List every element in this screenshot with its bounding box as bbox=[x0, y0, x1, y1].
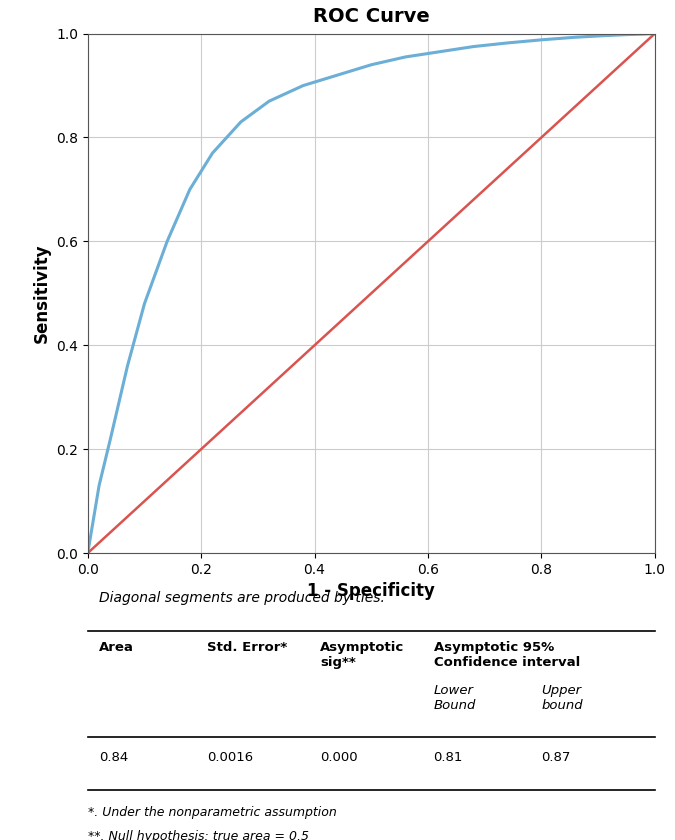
Text: Lower
Bound: Lower Bound bbox=[433, 684, 476, 712]
Text: 0.81: 0.81 bbox=[433, 751, 463, 764]
Title: ROC Curve: ROC Curve bbox=[313, 8, 429, 27]
Text: Std. Error*: Std. Error* bbox=[207, 641, 287, 654]
Text: 0.84: 0.84 bbox=[99, 751, 128, 764]
Text: **. Null hypothesis: true area = 0.5: **. Null hypothesis: true area = 0.5 bbox=[88, 831, 308, 840]
Text: 0.0016: 0.0016 bbox=[207, 751, 253, 764]
X-axis label: 1 - Specificity: 1 - Specificity bbox=[307, 582, 435, 601]
Text: 0.87: 0.87 bbox=[541, 751, 571, 764]
Y-axis label: Sensitivity: Sensitivity bbox=[32, 244, 51, 344]
Text: Area: Area bbox=[99, 641, 134, 654]
Text: *. Under the nonparametric assumption: *. Under the nonparametric assumption bbox=[88, 806, 337, 819]
Text: Diagonal segments are produced by ties.: Diagonal segments are produced by ties. bbox=[99, 591, 385, 605]
Text: 0.000: 0.000 bbox=[320, 751, 358, 764]
Text: Asymptotic
sig**: Asymptotic sig** bbox=[320, 641, 404, 669]
Text: Asymptotic 95%
Confidence interval: Asymptotic 95% Confidence interval bbox=[433, 641, 580, 669]
Text: Upper
bound: Upper bound bbox=[541, 684, 583, 712]
